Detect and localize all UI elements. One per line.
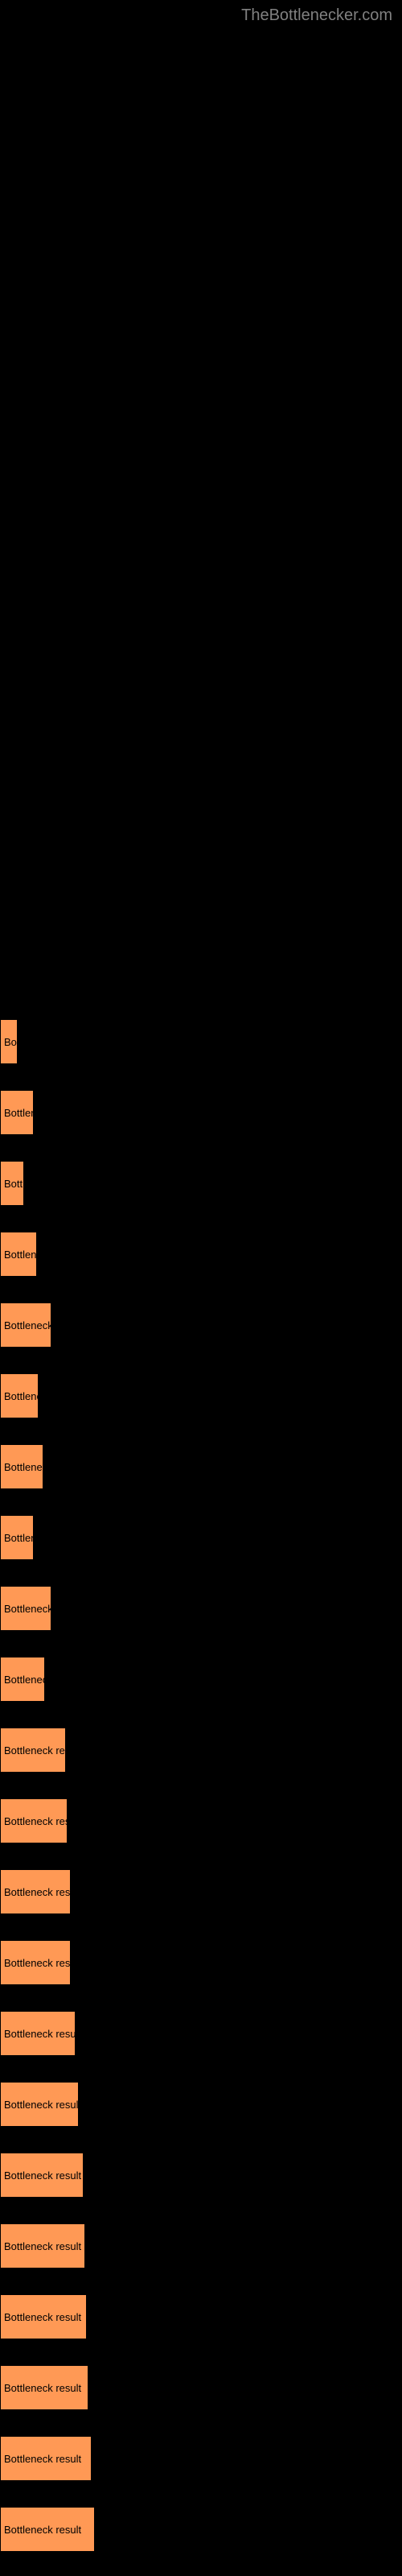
bar-label: Bottleneck result — [4, 1744, 65, 1757]
bar-row: Bottleneck re — [0, 1573, 402, 1644]
bar-row: Bottlene — [0, 1502, 402, 1573]
bar-row: Bottleneck result — [0, 2211, 402, 2281]
bar-label: Bottleneck result — [4, 1886, 70, 1898]
bar: Bottleneck re — [0, 1586, 51, 1631]
bar: Bottleneck result — [0, 2011, 76, 2056]
bar: Bottleneck result — [0, 2082, 79, 2127]
bar: Bottleneck re — [0, 1302, 51, 1348]
bar-label: Bottleneck result — [4, 2311, 81, 2323]
bar-label: Bottlene — [4, 1532, 33, 1544]
bar: Bottleneck result — [0, 1728, 66, 1773]
bar: Bottleneck result — [0, 1869, 71, 1914]
bar: Bottleneck result — [0, 2365, 88, 2410]
bar-label: Bottleneck result — [4, 2169, 81, 2182]
bar-label: Bottleneck result — [4, 1815, 67, 1827]
bar-row: Bottlenec — [0, 1360, 402, 1431]
bar-row: Bottleneck — [0, 1431, 402, 1502]
bar: Bottlene — [0, 1090, 34, 1135]
bar-label: Bottlene — [4, 1107, 33, 1119]
bar: Bottleneck result — [0, 2153, 84, 2198]
bar: Bottlenec — [0, 1232, 37, 1277]
bar-label: Bottleneck result — [4, 2382, 81, 2394]
bar-row: Bottleneck result — [0, 1998, 402, 2069]
bar-row: Bottleneck result — [0, 2352, 402, 2423]
top-spacer — [0, 0, 402, 1006]
bar-label: Bottleneck re — [4, 1319, 51, 1331]
bar-row: Bottleneck result — [0, 2140, 402, 2211]
bar: Bottleneck — [0, 1657, 45, 1702]
bar-label: Bottlenec — [4, 1249, 36, 1261]
bar-row: Bottleneck result — [0, 2494, 402, 2565]
bar-label: Bottleneck result — [4, 1957, 70, 1969]
bar-label: Bottleneck result — [4, 2028, 75, 2040]
bar-chart: Bo Bottlene Bottl Bottlenec Bottleneck re Bot… — [0, 1006, 402, 2565]
bar: Bottleneck result — [0, 2436, 92, 2481]
bar: Bottl — [0, 1161, 24, 1206]
bar: Bottleneck result — [0, 2507, 95, 2552]
bar-row: Bottleneck result — [0, 2069, 402, 2140]
bar: Bottlenec — [0, 1373, 39, 1418]
bar: Bottleneck result — [0, 1798, 68, 1843]
bar-label: Bottleneck re — [4, 1603, 51, 1615]
bar-row: Bottleneck — [0, 1644, 402, 1715]
bar-label: Bottleneck result — [4, 2453, 81, 2465]
bar-row: Bottleneck result — [0, 1785, 402, 1856]
bar-row: Bottleneck result — [0, 2281, 402, 2352]
bar-label: Bottleneck — [4, 1461, 43, 1473]
bar-label: Bottleneck result — [4, 2524, 81, 2536]
bar-row: Bottleneck re — [0, 1290, 402, 1360]
bar-label: Bottleneck result — [4, 2099, 78, 2111]
bar-label: Bottleneck result — [4, 2240, 81, 2252]
bar: Bottleneck — [0, 1444, 43, 1489]
bar-row: Bottl — [0, 1148, 402, 1219]
bar-row: Bottlene — [0, 1077, 402, 1148]
bar-label: Bottl — [4, 1178, 23, 1190]
bar-row: Bottleneck result — [0, 1927, 402, 1998]
bar-row: Bottleneck result — [0, 2423, 402, 2494]
bar-row: Bo — [0, 1006, 402, 1077]
bar: Bottleneck result — [0, 1940, 71, 1985]
bar: Bo — [0, 1019, 18, 1064]
bar: Bottlene — [0, 1515, 34, 1560]
bar-label: Bo — [4, 1036, 17, 1048]
bar-row: Bottleneck result — [0, 1856, 402, 1927]
bar-row: Bottlenec — [0, 1219, 402, 1290]
bar: Bottleneck result — [0, 2294, 87, 2339]
bar-label: Bottleneck — [4, 1674, 44, 1686]
watermark-text: TheBottlenecker.com — [241, 6, 392, 25]
bar-label: Bottlenec — [4, 1390, 38, 1402]
bar: Bottleneck result — [0, 2223, 85, 2268]
bar-row: Bottleneck result — [0, 1715, 402, 1785]
